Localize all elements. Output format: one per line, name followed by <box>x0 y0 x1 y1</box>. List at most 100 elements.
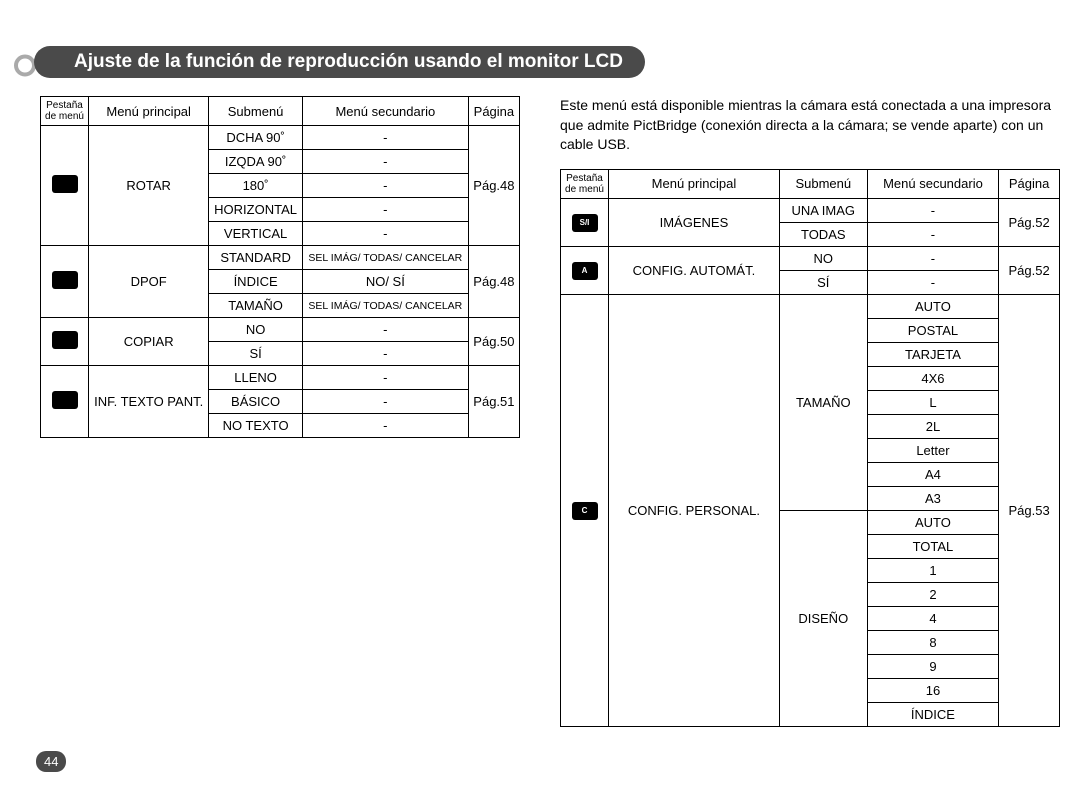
menu-secondary-cell: A3 <box>867 486 999 510</box>
menu-secondary-cell: - <box>867 246 999 270</box>
menu-secondary-cell: - <box>867 198 999 222</box>
menu-sub-cell: NO <box>779 246 867 270</box>
intro-text: Este menú está disponible mientras la cá… <box>560 96 1060 155</box>
menu-main-cell: DPOF <box>89 246 209 318</box>
menu-secondary-cell: - <box>302 222 468 246</box>
table-row: CCONFIG. PERSONAL.TAMAÑOAUTOPág.53 <box>561 294 1060 318</box>
menu-sub-cell: TAMAÑO <box>779 294 867 510</box>
menu-secondary-cell: 4 <box>867 606 999 630</box>
table-row: INF. TEXTO PANT.LLENO-Pág.51 <box>41 366 520 390</box>
menu-main-cell: ROTAR <box>89 126 209 246</box>
menu-secondary-cell: AUTO <box>867 294 999 318</box>
page-number-badge: 44 <box>36 751 66 772</box>
page-title: Ajuste de la función de reproducción usa… <box>34 46 645 78</box>
menu-sub-cell: NO TEXTO <box>209 414 303 438</box>
menu-secondary-cell: 2L <box>867 414 999 438</box>
table-row: ROTARDCHA 90˚-Pág.48 <box>41 126 520 150</box>
menu-secondary-cell: POSTAL <box>867 318 999 342</box>
col-header-sub: Submenú <box>779 169 867 198</box>
menu-sub-cell: IZQDA 90˚ <box>209 150 303 174</box>
menu-tab-icon-cell <box>41 366 89 438</box>
osd-icon <box>52 391 78 409</box>
menu-secondary-cell: - <box>302 318 468 342</box>
menu-sub-cell: NO <box>209 318 303 342</box>
menu-secondary-cell: 16 <box>867 678 999 702</box>
S/I-icon: S/I <box>572 214 598 232</box>
menu-page-cell: Pág.48 <box>468 126 519 246</box>
menu-sub-cell: 180˚ <box>209 174 303 198</box>
menu-secondary-cell: 9 <box>867 654 999 678</box>
table-row: DPOFSTANDARDSEL IMÁG/ TODAS/ CANCELARPág… <box>41 246 520 270</box>
menu-secondary-cell: - <box>867 222 999 246</box>
rotate-icon <box>52 175 78 193</box>
menu-secondary-cell: - <box>302 366 468 390</box>
menu-secondary-cell: - <box>302 126 468 150</box>
menu-secondary-cell: ÍNDICE <box>867 702 999 726</box>
menu-secondary-cell: - <box>302 174 468 198</box>
menu-page-cell: Pág.50 <box>468 318 519 366</box>
col-header-page: Página <box>468 97 519 126</box>
copy-icon <box>52 331 78 349</box>
menu-main-cell: INF. TEXTO PANT. <box>89 366 209 438</box>
menu-sub-cell: STANDARD <box>209 246 303 270</box>
menu-secondary-cell: SEL IMÁG/ TODAS/ CANCELAR <box>302 246 468 270</box>
menu-main-cell: IMÁGENES <box>609 198 780 246</box>
menu-main-cell: CONFIG. AUTOMÁT. <box>609 246 780 294</box>
menu-secondary-cell: - <box>302 150 468 174</box>
col-header-tab: Pestaña de menú <box>41 97 89 126</box>
menu-secondary-cell: - <box>867 270 999 294</box>
menu-sub-cell: HORIZONTAL <box>209 198 303 222</box>
table-row: ACONFIG. AUTOMÁT.NO-Pág.52 <box>561 246 1060 270</box>
menu-tab-icon-cell: C <box>561 294 609 726</box>
menu-page-cell: Pág.48 <box>468 246 519 318</box>
menu-sub-cell: TODAS <box>779 222 867 246</box>
menu-secondary-cell: - <box>302 342 468 366</box>
menu-secondary-cell: - <box>302 414 468 438</box>
menu-secondary-cell: NO/ SÍ <box>302 270 468 294</box>
menu-sub-cell: VERTICAL <box>209 222 303 246</box>
menu-tab-icon-cell <box>41 318 89 366</box>
menu-sub-cell: DCHA 90˚ <box>209 126 303 150</box>
col-header-secondary: Menú secundario <box>302 97 468 126</box>
dpof-icon <box>52 271 78 289</box>
left-menu-table: Pestaña de menú Menú principal Submenú M… <box>40 96 520 438</box>
col-header-main: Menú principal <box>89 97 209 126</box>
menu-secondary-cell: - <box>302 198 468 222</box>
menu-secondary-cell: TARJETA <box>867 342 999 366</box>
menu-sub-cell: SÍ <box>779 270 867 294</box>
menu-tab-icon-cell: S/I <box>561 198 609 246</box>
menu-secondary-cell: AUTO <box>867 510 999 534</box>
menu-main-cell: CONFIG. PERSONAL. <box>609 294 780 726</box>
menu-sub-cell: BÁSICO <box>209 390 303 414</box>
menu-sub-cell: LLENO <box>209 366 303 390</box>
col-header-page: Página <box>999 169 1060 198</box>
menu-secondary-cell: L <box>867 390 999 414</box>
col-header-main: Menú principal <box>609 169 780 198</box>
title-bar: Ajuste de la función de reproducción usa… <box>34 46 1040 78</box>
menu-sub-cell: DISEÑO <box>779 510 867 726</box>
menu-secondary-cell: Letter <box>867 438 999 462</box>
menu-secondary-cell: A4 <box>867 462 999 486</box>
menu-secondary-cell: - <box>302 390 468 414</box>
A-icon: A <box>572 262 598 280</box>
col-header-sub: Submenú <box>209 97 303 126</box>
menu-tab-icon-cell: A <box>561 246 609 294</box>
col-header-secondary: Menú secundario <box>867 169 999 198</box>
menu-secondary-cell: 8 <box>867 630 999 654</box>
menu-secondary-cell: SEL IMÁG/ TODAS/ CANCELAR <box>302 294 468 318</box>
menu-secondary-cell: TOTAL <box>867 534 999 558</box>
menu-secondary-cell: 2 <box>867 582 999 606</box>
menu-tab-icon-cell <box>41 246 89 318</box>
table-row: S/IIMÁGENESUNA IMAG-Pág.52 <box>561 198 1060 222</box>
menu-page-cell: Pág.52 <box>999 246 1060 294</box>
menu-tab-icon-cell <box>41 126 89 246</box>
col-header-tab: Pestaña de menú <box>561 169 609 198</box>
menu-sub-cell: UNA IMAG <box>779 198 867 222</box>
menu-page-cell: Pág.52 <box>999 198 1060 246</box>
menu-page-cell: Pág.51 <box>468 366 519 438</box>
C-icon: C <box>572 502 598 520</box>
menu-sub-cell: SÍ <box>209 342 303 366</box>
menu-sub-cell: TAMAÑO <box>209 294 303 318</box>
right-menu-table: Pestaña de menú Menú principal Submenú M… <box>560 169 1060 727</box>
menu-secondary-cell: 1 <box>867 558 999 582</box>
